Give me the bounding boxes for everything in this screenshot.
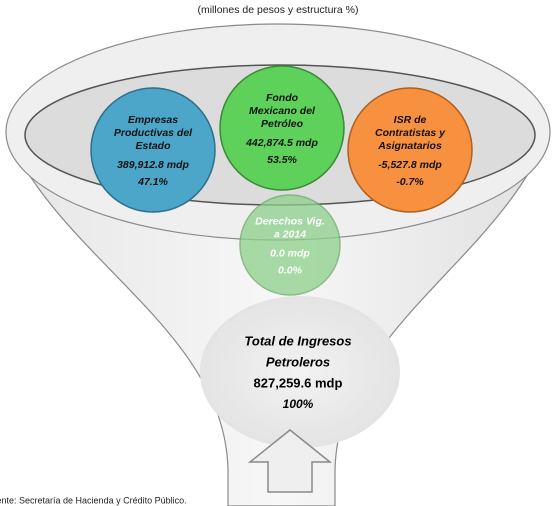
bubble-label: Petróleo [261, 118, 304, 130]
bubble [219, 65, 345, 191]
bubble-label: ISR de [394, 114, 427, 126]
bubble-label: Derechos Vig. [255, 215, 325, 227]
arrow-icon [247, 429, 333, 493]
bubble-label: Estado [135, 140, 171, 152]
source: Fuente: Secretaría de Hacienda y Crédito… [0, 495, 187, 505]
bubble-label: Fondo [266, 92, 299, 104]
bubble-label: Productivas del [114, 127, 193, 139]
total-share: 100% [283, 397, 314, 411]
bubble-label: Empresas [128, 114, 178, 126]
total-amount: 827,259.6 mdp [254, 375, 343, 390]
bubble-label: a 2014 [274, 228, 306, 240]
bubble-label: Mexicano del [249, 105, 316, 117]
bubble-amount: 389,912.8 mdp [117, 159, 189, 171]
total-label: Total de Ingresos [244, 333, 351, 348]
total-label: Petroleros [266, 354, 330, 369]
bubble-label: Asignatarios [377, 140, 442, 152]
bubble-label: Contratistas y [375, 127, 446, 139]
bubble-share: -0.7% [396, 176, 424, 188]
bubble [90, 87, 216, 213]
total-ellipse [200, 296, 400, 448]
bubble [239, 194, 341, 296]
bubble-amount: 442,874.5 mdp [245, 137, 318, 149]
bubble-amount: 0.0 mdp [270, 247, 310, 259]
bubble-amount: -5,527.8 mdp [378, 159, 442, 171]
bubble-share: 0.0% [278, 264, 303, 276]
bubble [347, 87, 473, 213]
bubble-share: 53.5% [267, 154, 297, 166]
bubble-share: 47.1% [137, 176, 168, 188]
subtitle: (millones de pesos y estructura %) [197, 4, 358, 16]
